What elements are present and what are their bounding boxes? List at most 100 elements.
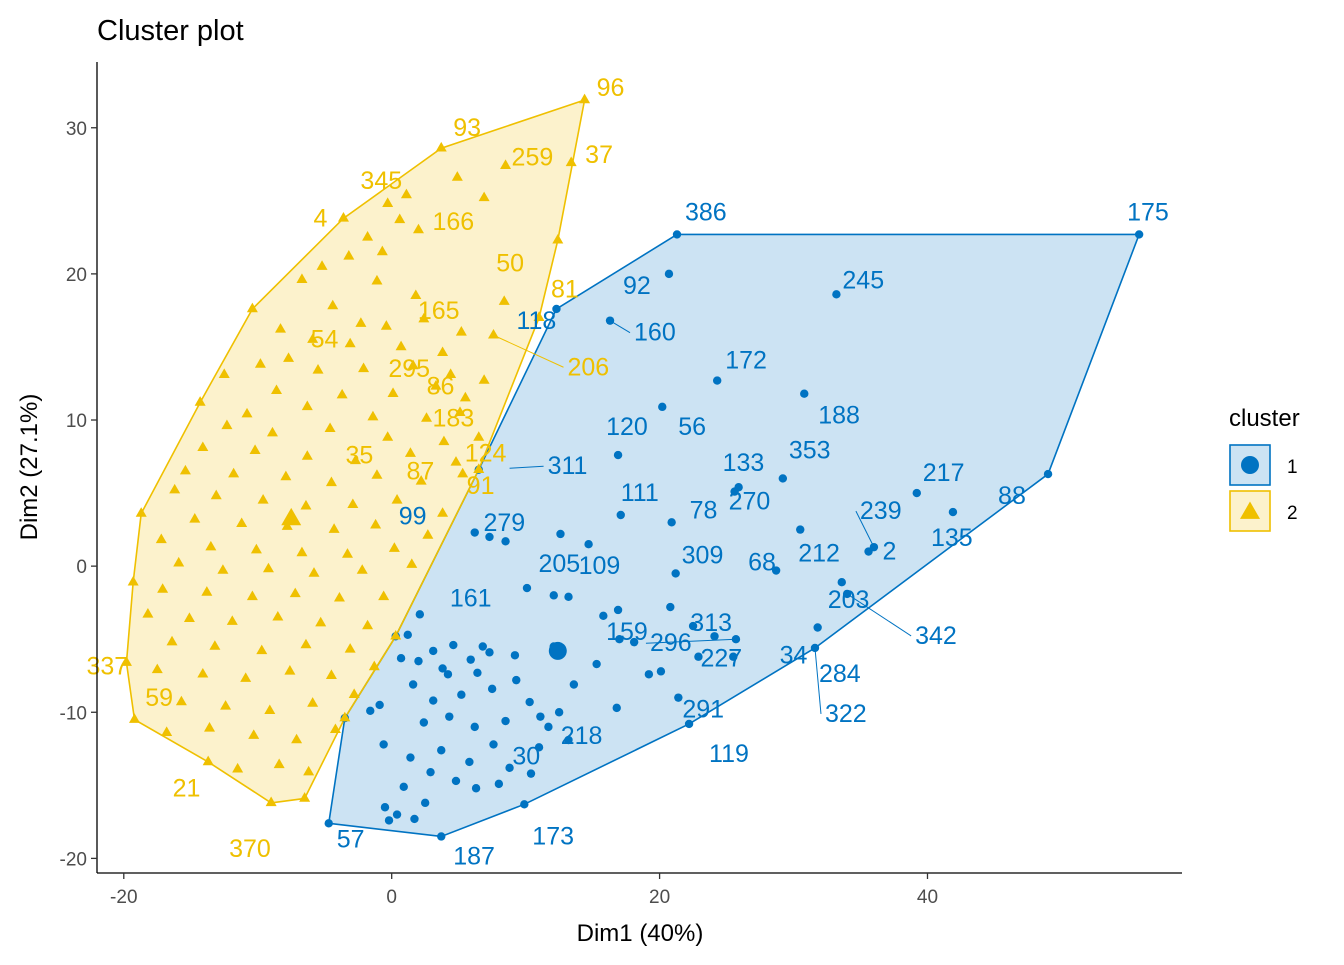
cluster-2-point	[430, 380, 442, 390]
cluster-1-point	[465, 757, 474, 767]
point-label: 93	[453, 114, 481, 142]
cluster-1-point	[684, 719, 694, 729]
cluster-2-point	[129, 713, 141, 723]
point-label: 313	[690, 609, 732, 637]
chart-title: Cluster plot	[97, 15, 244, 47]
point-label: 296	[650, 629, 692, 657]
cluster-1-point	[512, 675, 521, 685]
cluster-2-point	[240, 672, 252, 682]
cluster-2-point	[265, 796, 277, 807]
cluster-2-point	[325, 669, 337, 679]
point-label: 21	[173, 775, 201, 803]
point-label: 159	[606, 618, 648, 646]
point-label: 99	[399, 503, 427, 531]
cluster-2-point	[226, 615, 238, 625]
cluster-2-point	[296, 273, 308, 283]
cluster-1-point	[948, 507, 958, 517]
point-label: 386	[685, 198, 727, 226]
point-label: 91	[467, 472, 495, 500]
cluster-1-point	[1043, 469, 1053, 479]
point-label: 161	[450, 584, 492, 612]
cluster-1-point	[443, 670, 453, 679]
cluster-1-point	[375, 700, 384, 710]
cluster-1-point	[837, 578, 846, 587]
cluster-2-point	[356, 564, 368, 574]
point-label: 35	[346, 442, 374, 470]
cluster-2-point	[220, 700, 232, 710]
cluster-1-point	[800, 389, 809, 398]
cluster-1-point	[520, 800, 529, 809]
cluster-2-point	[301, 400, 313, 411]
cluster-2-point	[300, 638, 312, 649]
cluster-2-point	[316, 260, 328, 270]
cluster-2-point	[418, 312, 430, 323]
cluster-2-point	[368, 660, 380, 671]
cluster-2-point	[336, 388, 348, 399]
y-tick-label: 20	[66, 265, 87, 286]
cluster-2-point	[421, 412, 433, 422]
cluster-2-point	[325, 476, 337, 487]
point-label: 212	[798, 540, 840, 568]
cluster-2-point	[387, 387, 399, 397]
label-leader-line	[493, 334, 564, 368]
cluster-1-point	[842, 589, 852, 599]
legend-label-1: 1	[1287, 457, 1298, 478]
cluster-2-point	[283, 352, 295, 362]
cluster-2-point	[451, 171, 463, 181]
point-label: 370	[229, 835, 271, 863]
cluster-2-point	[579, 93, 591, 104]
cluster-2-point	[344, 643, 356, 653]
cluster-2-point	[437, 507, 449, 517]
cluster-1-point	[420, 798, 430, 808]
point-label: 120	[606, 413, 648, 441]
cluster-1-point	[485, 648, 494, 657]
point-label: 284	[819, 660, 861, 688]
cluster-1-point	[437, 746, 446, 755]
cluster-1-point	[613, 450, 623, 460]
cluster-1-point	[672, 230, 682, 239]
cluster-2-point	[362, 619, 374, 630]
point-label: 309	[682, 541, 724, 569]
cluster-1-point	[564, 735, 573, 745]
point-label: 88	[998, 482, 1026, 510]
cluster-1-point	[656, 667, 666, 676]
cluster-1-point	[1134, 230, 1144, 239]
cluster-1-point	[457, 690, 466, 699]
legend: cluster 1 2	[1229, 405, 1300, 532]
cluster-2-point	[406, 558, 418, 568]
point-label: 337	[86, 653, 128, 681]
cluster-2-point	[257, 494, 269, 504]
x-tick-label: 0	[386, 887, 397, 908]
point-label: 295	[388, 355, 430, 383]
point-label: 245	[842, 266, 884, 294]
cluster-2-point	[388, 542, 400, 552]
cluster-2-point	[410, 289, 422, 300]
cluster-1-point	[694, 652, 703, 661]
cluster-1-point	[536, 712, 545, 721]
cluster-1-point	[729, 652, 738, 661]
point-label: 81	[551, 276, 579, 304]
cluster-1-centroid	[548, 641, 567, 660]
cluster-2-point	[202, 755, 214, 766]
cluster-1-point	[613, 605, 623, 615]
legend-triangle-marker	[1240, 501, 1260, 519]
point-label: 34	[780, 642, 808, 670]
cluster-2-point	[315, 616, 327, 627]
point-label: 218	[561, 722, 603, 750]
cluster-2-point	[301, 450, 313, 460]
cluster-1-point	[437, 832, 446, 841]
point-label: 206	[567, 353, 609, 381]
cluster-2-point	[273, 758, 285, 769]
cluster-1-point	[510, 651, 520, 660]
point-label: 37	[585, 141, 613, 169]
cluster-1-point	[438, 664, 447, 673]
point-label: 259	[512, 144, 554, 172]
label-leader-line	[814, 647, 822, 715]
point-label: 239	[860, 497, 902, 525]
point-label: 342	[915, 622, 957, 650]
cluster-2-point	[407, 359, 419, 370]
cluster-1-point	[832, 290, 841, 299]
cluster-1-point	[564, 592, 573, 602]
cluster-1-point	[674, 693, 683, 702]
